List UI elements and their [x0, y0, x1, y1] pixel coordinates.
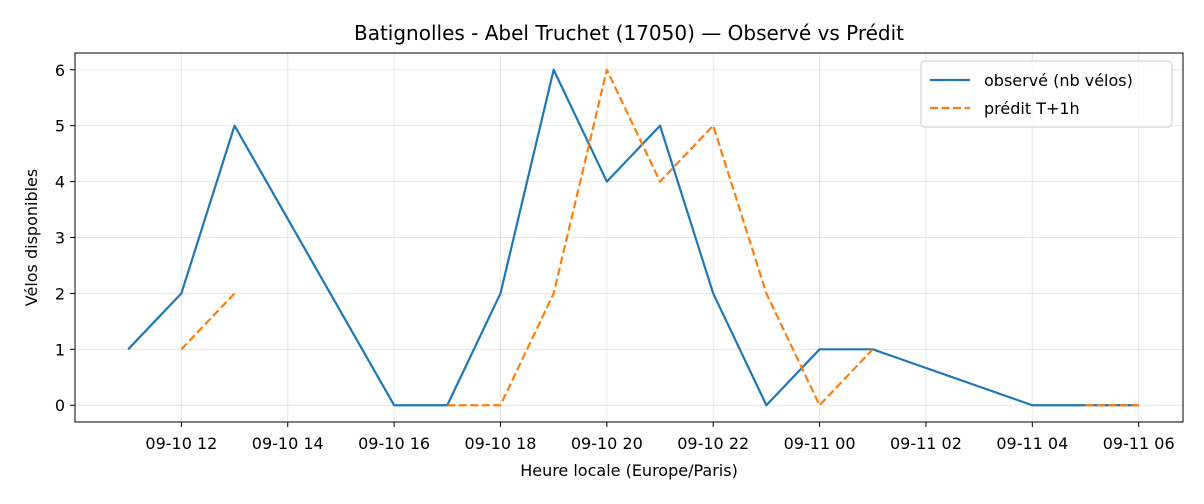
- x-tick-label: 09-10 18: [465, 434, 537, 453]
- predicted-series-line: [447, 68, 874, 407]
- grid: [75, 53, 1183, 422]
- x-tick-label: 09-10 12: [145, 434, 217, 453]
- y-tick-label: 6: [55, 61, 65, 80]
- x-axis-label: Heure locale (Europe/Paris): [520, 461, 738, 480]
- y-axis-label: Vélos disponibles: [22, 169, 41, 306]
- y-tick-label: 1: [55, 340, 65, 359]
- y-tick-label: 5: [55, 117, 65, 136]
- x-tick-label: 09-10 20: [571, 434, 643, 453]
- x-tick-label: 09-11 06: [1103, 434, 1175, 453]
- y-tick-label: 4: [55, 173, 65, 192]
- predicted-series-line: [180, 292, 236, 351]
- x-tick-label: 09-11 02: [890, 434, 962, 453]
- legend-label: observé (nb vélos): [984, 71, 1133, 90]
- x-tick-label: 09-11 00: [784, 434, 856, 453]
- x-tick-label: 09-10 16: [358, 434, 430, 453]
- y-axis-ticks: 0 1 2 3 4 5 6: [55, 61, 75, 415]
- observed-series-line: [127, 68, 1139, 407]
- legend-label: prédit T+1h: [984, 99, 1080, 118]
- legend-box: [920, 60, 1173, 128]
- y-tick-label: 2: [55, 284, 65, 303]
- x-tick-label: 09-10 14: [252, 434, 324, 453]
- x-axis-ticks: 09-10 12 09-10 14 09-10 16 09-10 18 09-10 20…: [145, 422, 1175, 453]
- series-layer: [127, 68, 1139, 407]
- legend: observé (nb vélos) prédit T+1h: [920, 60, 1173, 128]
- y-tick-label: 0: [55, 396, 65, 415]
- x-tick-label: 09-10 22: [677, 434, 749, 453]
- y-tick-label: 3: [55, 229, 65, 248]
- x-tick-label: 09-11 04: [996, 434, 1068, 453]
- chart-title: Batignolles - Abel Truchet (17050) — Obs…: [354, 21, 904, 45]
